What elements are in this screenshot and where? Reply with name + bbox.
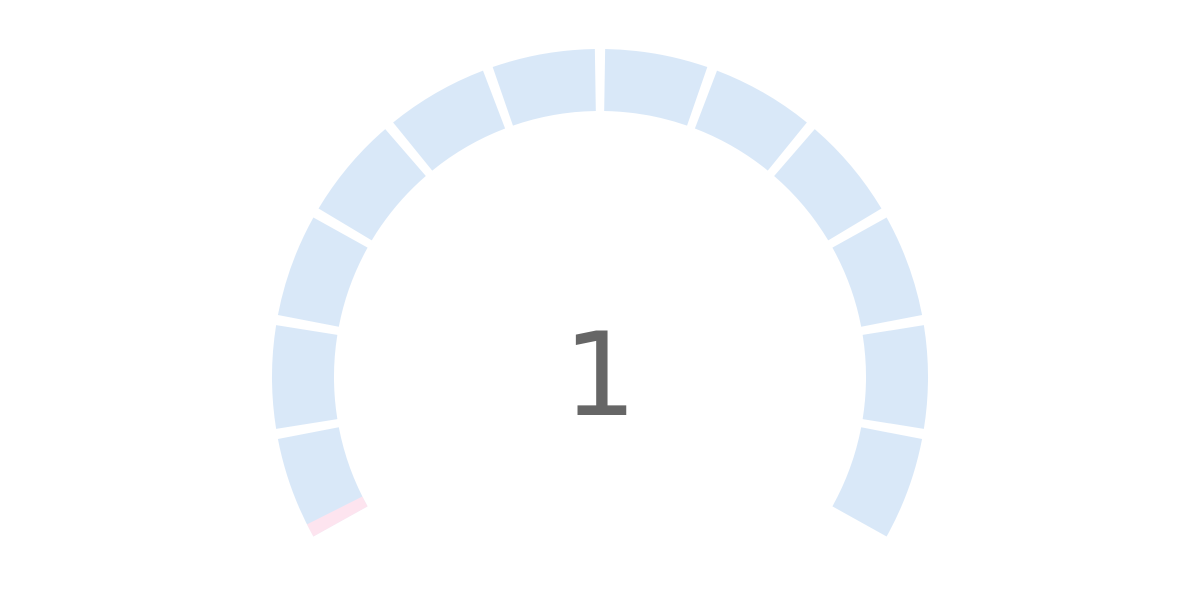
gauge-segment — [277, 217, 368, 327]
gauge-segment — [492, 49, 596, 126]
gauge-segment — [862, 325, 928, 429]
gauge-segment — [774, 129, 882, 241]
gauge-segment — [832, 217, 923, 327]
gauge-value-label: 1 — [563, 308, 637, 443]
gauge-value-fill — [306, 496, 368, 537]
gauge-segment — [832, 427, 923, 537]
gauge-segment — [272, 325, 338, 429]
gauge-segment — [393, 70, 506, 171]
gauge-segment — [694, 70, 807, 171]
gauge-segment — [318, 129, 426, 241]
gauge-segment — [604, 49, 708, 126]
